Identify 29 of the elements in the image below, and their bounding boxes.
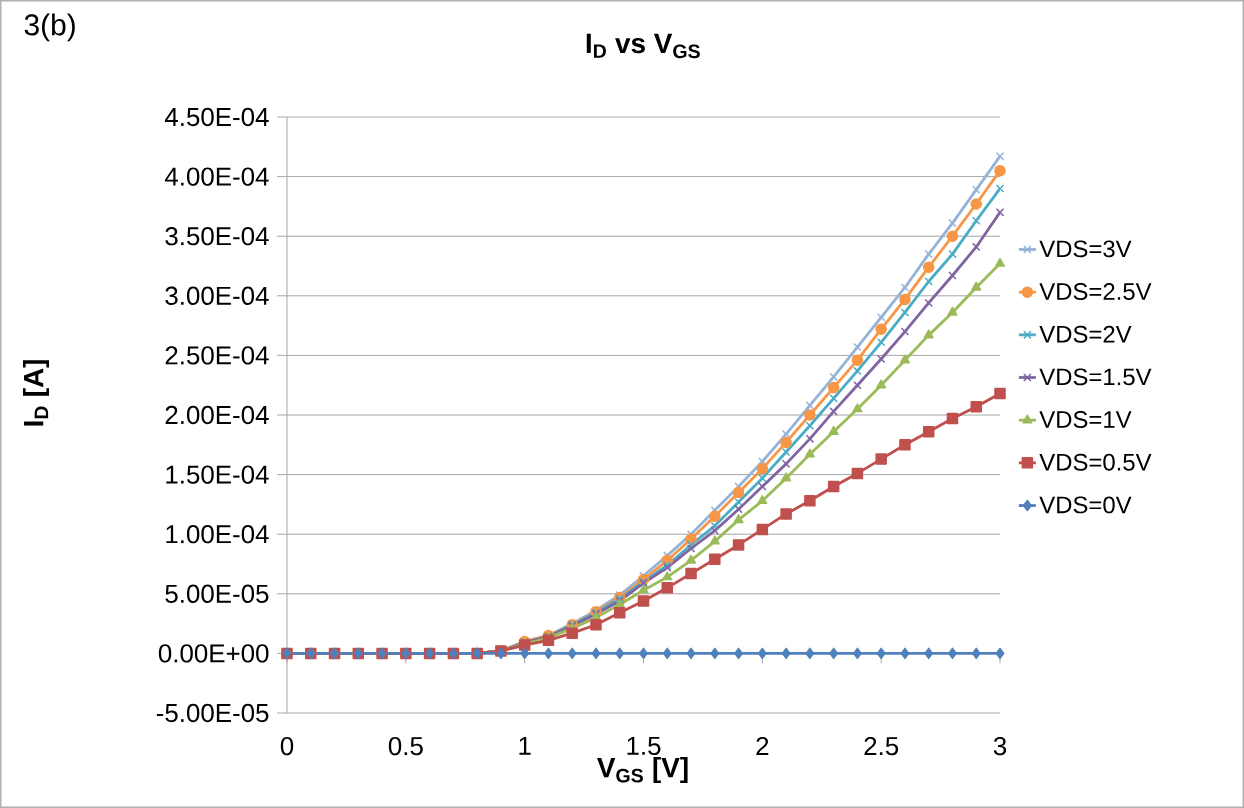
x-tick-label: 3 <box>993 736 1007 756</box>
legend-label: VDS=1V <box>1039 411 1132 429</box>
y-tick-label: 3.50E-04 <box>165 227 269 246</box>
legend-label: VDS=1.5V <box>1039 368 1152 386</box>
y-tick-label: 2.00E-04 <box>165 405 269 425</box>
y-tick-label: 3.00E-04 <box>165 286 269 305</box>
x-tick-label: 0 <box>280 736 294 756</box>
chart-title: I$_{D}$ vs V$_{GS}$ <box>586 33 700 59</box>
x-tick-label: 2.5 <box>864 736 899 756</box>
y-axis-title: I$_{D}$ [A] <box>23 360 49 426</box>
x-axis-title: V$_{GS}$ [V] <box>597 757 688 783</box>
x-tick-label: 2 <box>756 736 769 756</box>
x-tick-label: 1 <box>519 736 531 755</box>
y-tick-label: 5.00E-05 <box>165 584 269 603</box>
y-tick-label: -5.00E-05 <box>156 703 269 723</box>
y-tick-label: 4.00E-04 <box>164 167 269 186</box>
x-tick-label: 0.5 <box>388 736 423 756</box>
y-tick-label: 0.00E+00 <box>158 644 269 663</box>
y-tick-label: 1.00E-04 <box>166 525 269 544</box>
text: 3(b) <box>24 13 75 42</box>
x-tick-label: 1.5 <box>627 736 661 755</box>
legend-label: VDS=0V <box>1039 496 1132 514</box>
legend-label: VDS=3V <box>1039 240 1132 258</box>
legend-label: VDS=2V <box>1039 325 1132 343</box>
y-tick-label: 2.50E-04 <box>165 346 269 365</box>
y-tick-label: 4.50E-04 <box>164 107 269 127</box>
legend-label: VDS=2.5V <box>1039 283 1152 300</box>
y-tick-label: 1.50E-04 <box>166 465 269 484</box>
legend-label: VDS=0.5V <box>1039 453 1152 471</box>
